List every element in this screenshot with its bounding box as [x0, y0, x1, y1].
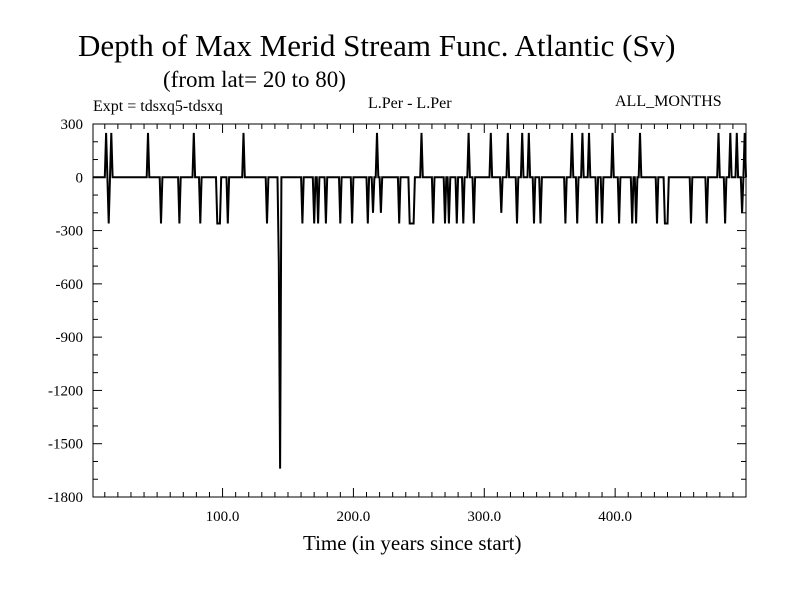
plot-frame: [92, 123, 747, 498]
period-label: L.Per - L.Per: [368, 95, 452, 112]
y-tick-label: -900: [56, 330, 84, 346]
chart-subtitle: (from lat= 20 to 80): [163, 67, 346, 92]
x-tick-label: 400.0: [598, 509, 632, 525]
x-tick-label: 100.0: [206, 509, 240, 525]
x-tick-label: 300.0: [467, 509, 501, 525]
y-tick-label: -1200: [48, 383, 83, 399]
x-axis-label: Time (in years since start): [303, 531, 522, 555]
y-tick-label: 0: [76, 170, 84, 186]
axis-tick-labels: 100.0 200.0 300.0 400.0 300 0 -300 -600 -900 -120…: [48, 117, 632, 525]
chart-title: Depth of Max Merid Stream Func. Atlantic…: [78, 28, 676, 63]
months-label: ALL_MONTHS: [615, 93, 722, 110]
y-tick-label: 300: [61, 117, 84, 133]
x-tick-label: 200.0: [337, 509, 371, 525]
y-tick-label: -1800: [48, 490, 83, 506]
series-line: [93, 132, 747, 469]
experiment-label: Expt = tdsxq5-tdsxq: [93, 98, 223, 115]
y-tick-label: -300: [56, 224, 84, 240]
y-tick-label: -1500: [48, 437, 83, 453]
y-tick-label: -600: [56, 277, 84, 293]
axis-ticks: [93, 123, 747, 498]
